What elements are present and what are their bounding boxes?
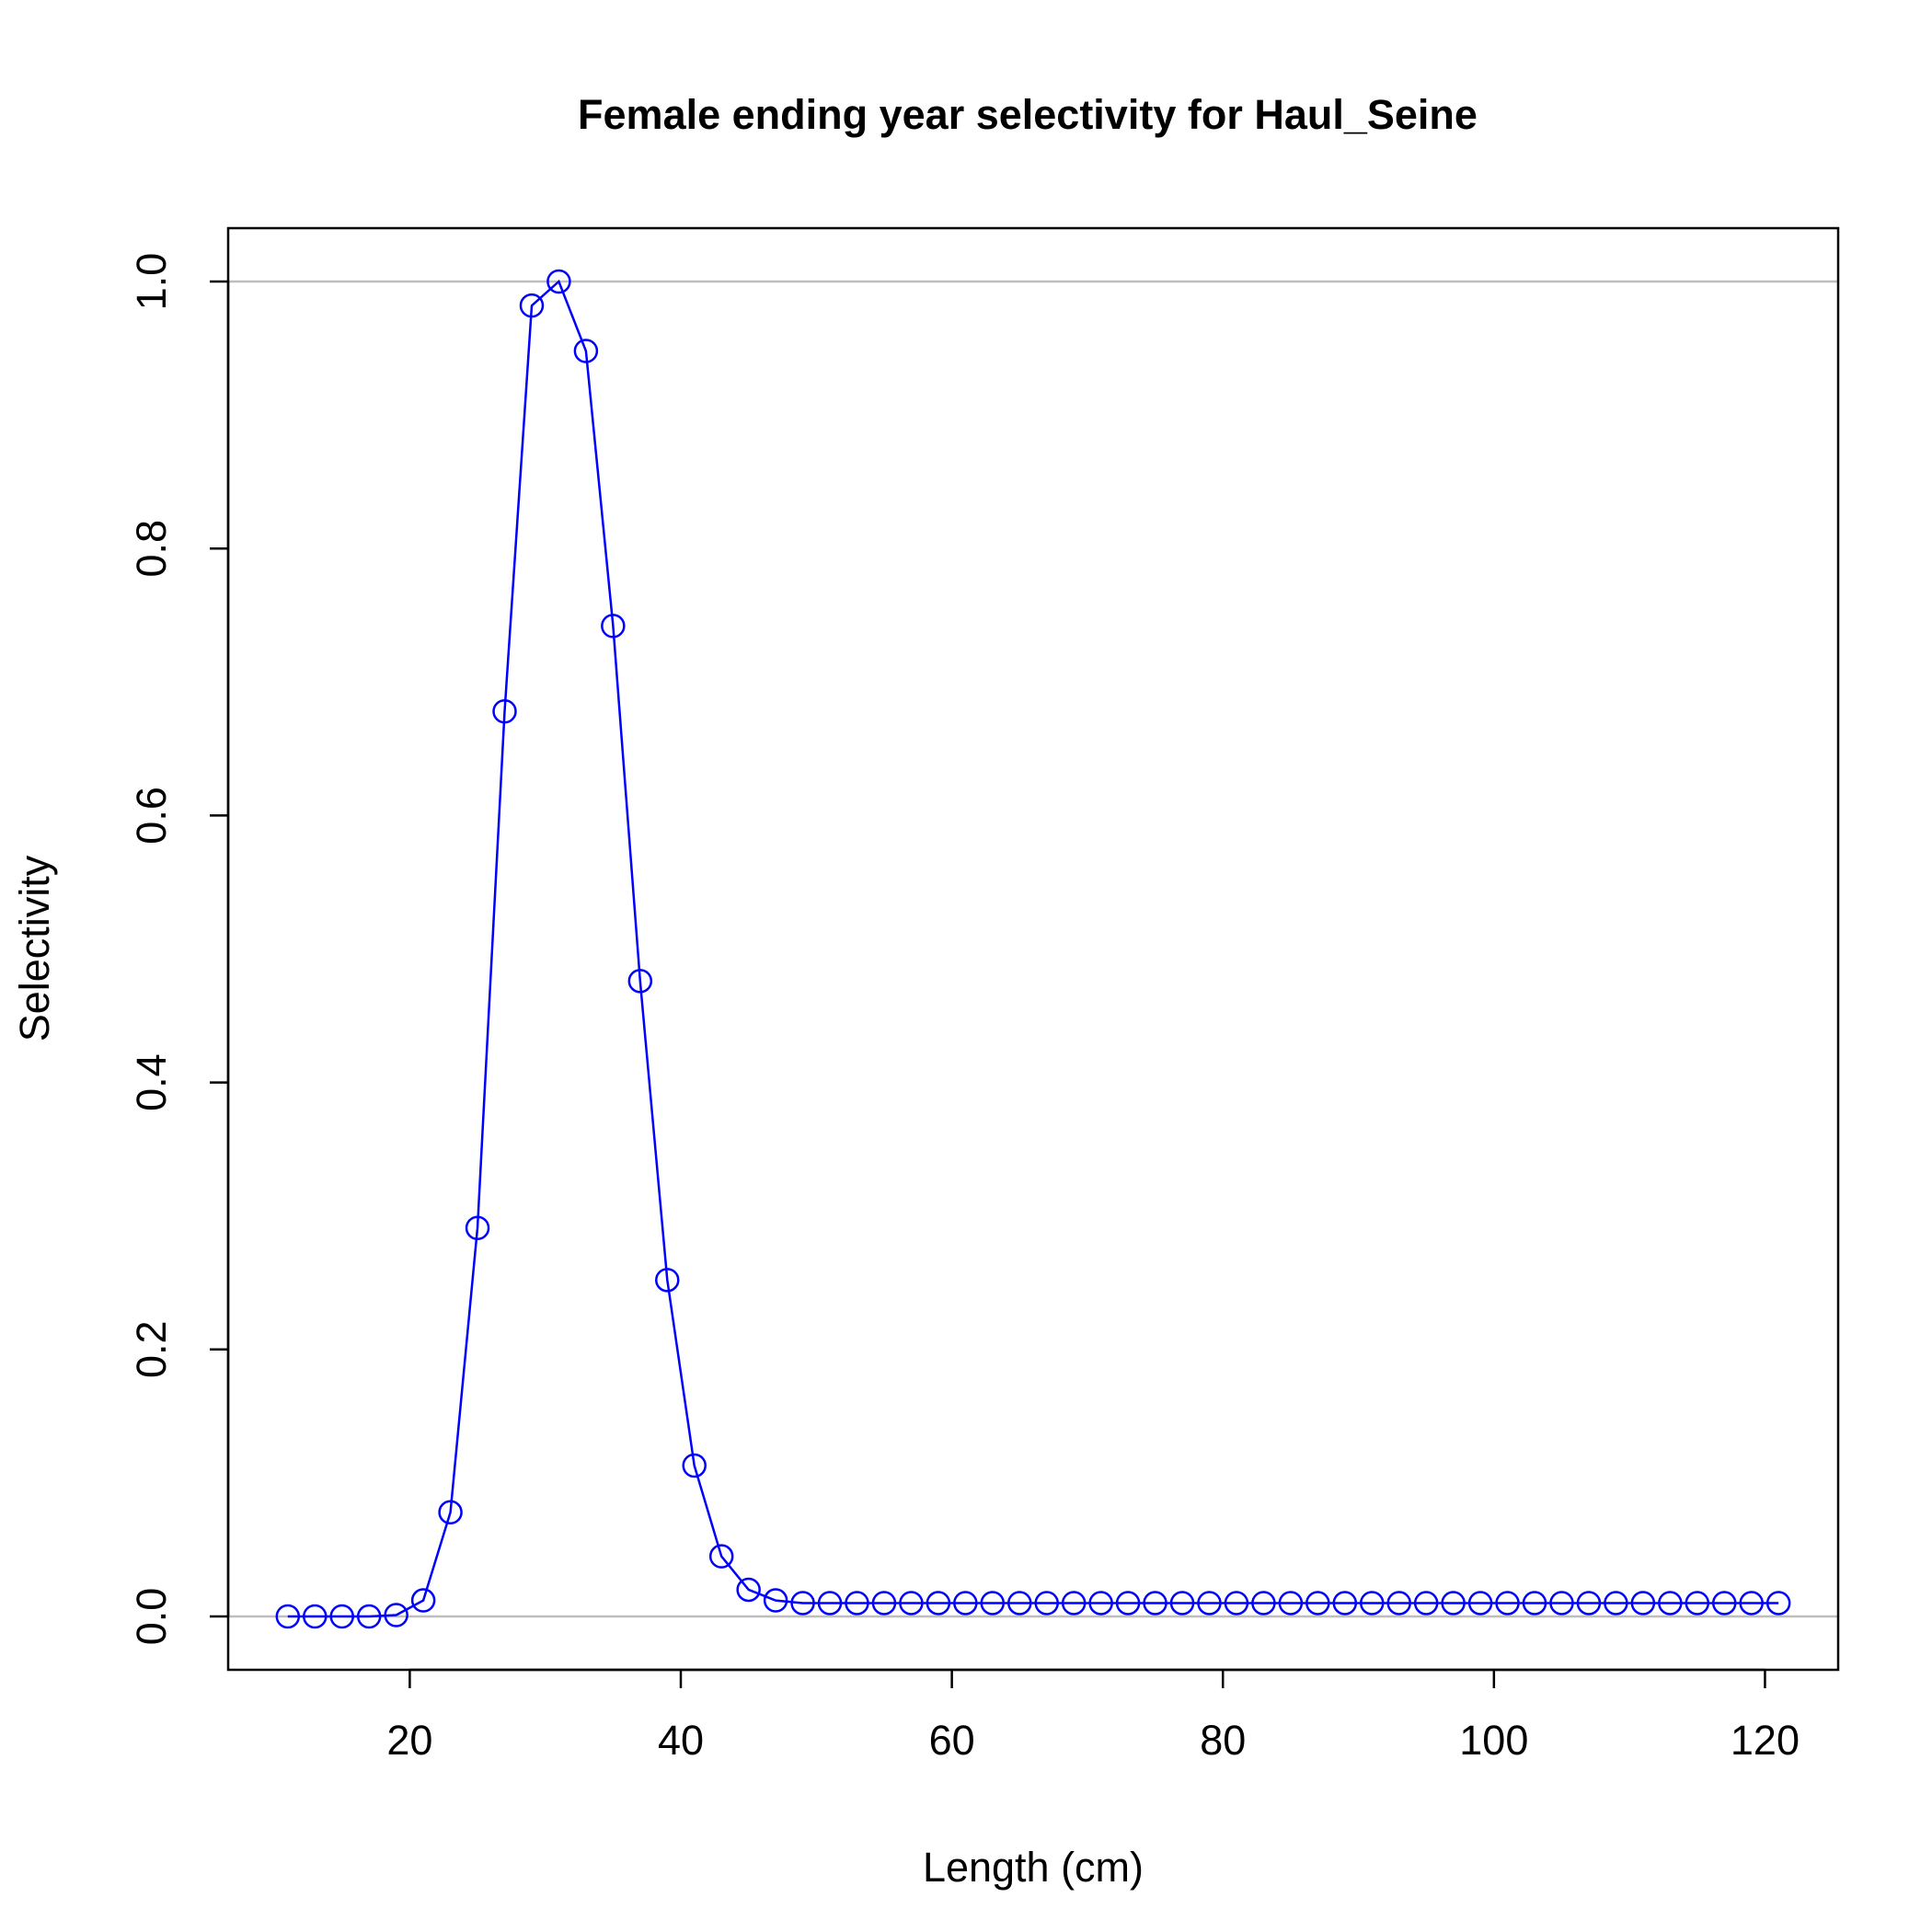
- x-tick-label: 80: [1200, 1717, 1246, 1764]
- data-point: [1305, 1591, 1330, 1616]
- y-tick-label: 0.0: [128, 1588, 175, 1646]
- data-point: [384, 1603, 408, 1627]
- data-point: [708, 1544, 734, 1569]
- data-point: [1576, 1591, 1602, 1616]
- data-point: [953, 1591, 978, 1616]
- data-point: [1061, 1591, 1087, 1616]
- data-point: [1604, 1591, 1628, 1616]
- data-point: [492, 698, 517, 724]
- data-point: [736, 1577, 761, 1603]
- data-point: [655, 1268, 680, 1293]
- reference-lines: [228, 280, 1838, 1618]
- data-point: [1658, 1591, 1683, 1616]
- series-line: [287, 279, 1779, 1618]
- x-tick-label: 20: [386, 1717, 432, 1764]
- data-point: [1251, 1591, 1276, 1616]
- y-tick-label: 1.0: [128, 253, 175, 311]
- data-point: [763, 1588, 788, 1613]
- data-point: [1549, 1591, 1574, 1616]
- data-point: [329, 1604, 354, 1629]
- x-tick-label: 120: [1731, 1717, 1800, 1764]
- data-point: [899, 1591, 924, 1616]
- data-point: [438, 1500, 463, 1525]
- y-tick-label: 0.4: [128, 1053, 175, 1111]
- data-point: [1386, 1591, 1411, 1616]
- data-point: [1034, 1591, 1059, 1616]
- data-point: [1522, 1591, 1547, 1616]
- data-point: [1413, 1591, 1439, 1616]
- data-point: [410, 1588, 436, 1613]
- data-point: [1224, 1591, 1249, 1616]
- data-point: [1360, 1591, 1385, 1616]
- data-point: [1467, 1591, 1493, 1616]
- plot-frame: [226, 226, 1840, 1672]
- data-point: [845, 1591, 869, 1616]
- data-point: [1007, 1591, 1032, 1616]
- data-point: [1143, 1591, 1167, 1616]
- x-axis-label: Length (cm): [923, 1844, 1144, 1891]
- data-point: [1441, 1591, 1466, 1616]
- series-layer: [275, 269, 1791, 1629]
- y-tick-label: 0.8: [128, 520, 175, 578]
- data-point: [682, 1453, 707, 1478]
- x-axis: 20 40 60 80 100 120: [386, 1668, 1800, 1764]
- data-point: [627, 969, 653, 994]
- data-point: [1169, 1591, 1195, 1616]
- data-point: [519, 293, 545, 318]
- data-point: [356, 1604, 382, 1629]
- y-axis: 0.0 0.2 0.4 0.6 0.8 1.0: [128, 253, 230, 1646]
- data-point: [1685, 1591, 1710, 1616]
- chart-title: Female ending year selectivity for Haul_…: [578, 91, 1478, 138]
- y-tick-label: 0.6: [128, 787, 175, 845]
- data-point: [1712, 1591, 1737, 1616]
- x-tick-label: 100: [1459, 1717, 1528, 1764]
- data-point: [871, 1591, 897, 1616]
- data-point: [275, 1604, 301, 1629]
- data-point: [1739, 1591, 1764, 1616]
- data-point: [1630, 1591, 1656, 1616]
- data-point: [1197, 1591, 1222, 1616]
- y-tick-label: 0.2: [128, 1320, 175, 1378]
- data-point: [1765, 1591, 1791, 1616]
- x-tick-label: 60: [929, 1717, 975, 1764]
- x-tick-label: 40: [658, 1717, 704, 1764]
- data-point: [817, 1591, 843, 1616]
- data-point: [1495, 1591, 1520, 1616]
- data-point: [790, 1591, 815, 1616]
- data-point: [546, 269, 571, 294]
- data-point: [573, 339, 599, 363]
- data-point: [1115, 1591, 1141, 1616]
- data-point: [926, 1591, 951, 1616]
- y-axis-label: Selectivity: [11, 855, 58, 1041]
- data-point: [1332, 1591, 1358, 1616]
- data-point: [303, 1604, 328, 1629]
- data-point: [1278, 1591, 1304, 1616]
- data-point: [601, 614, 626, 638]
- data-point: [980, 1591, 1006, 1616]
- data-point: [1088, 1591, 1113, 1616]
- data-point: [465, 1215, 490, 1240]
